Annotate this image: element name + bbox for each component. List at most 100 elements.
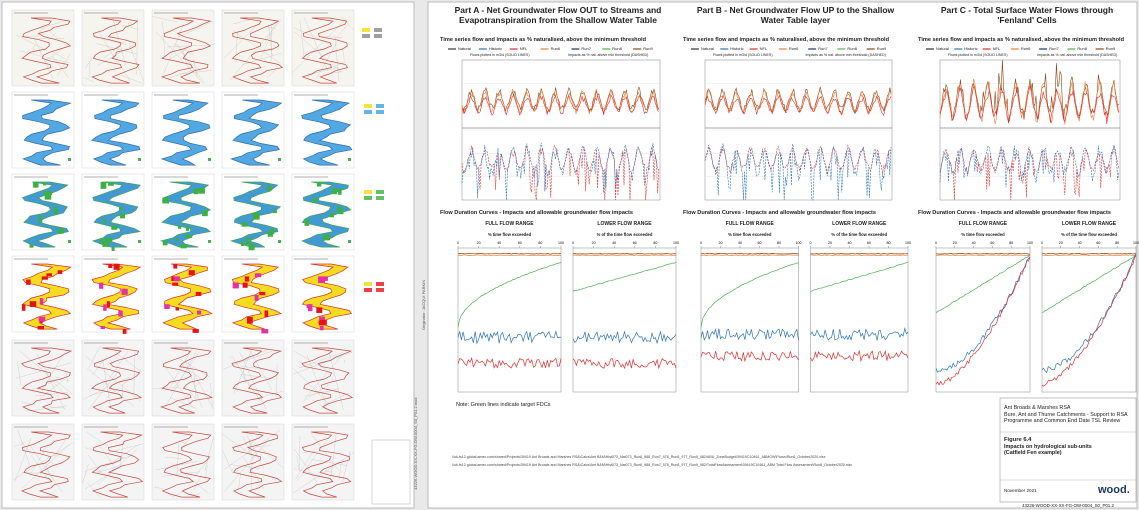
fdc-tick-label: 60	[867, 241, 871, 245]
map-legend-key	[374, 28, 382, 32]
map-legend-key	[362, 28, 370, 32]
fdc-tick-label: 80	[1009, 241, 1013, 245]
fdc-heading: Flow Duration Curves - Impacts and allow…	[440, 210, 633, 216]
note: Note: Green lines indicate target FDCs	[456, 402, 550, 408]
map-patch	[123, 329, 127, 334]
fdc-tick-label: 20	[953, 241, 957, 245]
part-subtitle: Time series flow and impacts as % natura…	[440, 37, 646, 43]
legend-label: Natural	[701, 47, 714, 52]
map-legend-key	[364, 110, 372, 114]
legend-label: Run7	[581, 47, 591, 52]
fdc-tick-label: 80	[777, 241, 781, 245]
fdc-panel-title: FULL FLOW RANGE	[701, 222, 799, 228]
map-patch	[332, 188, 337, 194]
legend-label: Natural	[458, 47, 471, 52]
map-patch	[247, 317, 253, 324]
legend-note: Impacts as % nat. above min threshold (D…	[806, 53, 886, 57]
fdc-panel-title: LOWER FLOW RANGE	[573, 222, 676, 228]
map-patch	[114, 264, 120, 270]
legend-label: Run8	[612, 47, 622, 52]
map-legend-key	[376, 288, 384, 292]
legend-label: Historic	[730, 47, 743, 52]
fdc-panel-title: FULL FLOW RANGE	[936, 222, 1030, 228]
map-patch	[241, 241, 244, 246]
map-marker	[68, 240, 71, 243]
fdc-tick-label: 40	[738, 241, 742, 245]
map-patch	[330, 213, 334, 217]
map-patch	[255, 273, 261, 277]
fdc-axis-title: % of the time flow exceeded	[1042, 233, 1136, 238]
map-patch	[202, 210, 208, 216]
map-thumbnail	[12, 424, 74, 500]
map-patch	[103, 304, 106, 311]
map-legend-key	[376, 282, 384, 286]
map-patch	[245, 276, 249, 281]
map-thumbnail	[222, 340, 284, 416]
legend-label: Run6	[1021, 47, 1031, 52]
legend-note: Impacts as % nat. above min threshold (D…	[568, 53, 648, 57]
fdc-tick-label: 100	[558, 241, 564, 245]
legend-label: Run8	[847, 47, 857, 52]
side-text: Originator: JACQUI PARKIN	[422, 280, 427, 330]
map-legend-key	[364, 288, 372, 292]
map-patch	[112, 247, 115, 251]
map-patch	[58, 229, 64, 234]
map-patch	[46, 273, 52, 276]
legend-label: Run7	[818, 47, 828, 52]
map-patch	[100, 238, 103, 244]
map-patch	[107, 301, 110, 307]
map-patch	[172, 283, 178, 286]
map-patch	[178, 225, 181, 228]
map-patch	[122, 289, 128, 295]
legend-note: Flows plotted in m3/d (SOLID LINES)	[470, 53, 530, 57]
legend-label: NFL	[760, 47, 768, 52]
legend-label: Run9	[877, 47, 887, 52]
map-patch	[313, 198, 317, 203]
fdc-axis-title: % of the time flow exceeded	[811, 233, 909, 238]
map-patch	[316, 307, 322, 313]
map-patch	[186, 225, 189, 230]
fdc-tick-label: 40	[1078, 241, 1082, 245]
map-patch	[197, 311, 201, 315]
fdc-axis-title: % time flow exceeded	[458, 233, 561, 238]
fdc-axis-title: % time flow exceeded	[701, 233, 799, 238]
fdc-tick-label: 80	[538, 241, 542, 245]
map-patch	[265, 311, 269, 318]
side-text: 43226-WOOD-XX-XX-FG-OW-0004_S0_P01.2.mxd	[414, 398, 419, 490]
map-patch	[324, 235, 331, 239]
part-title: Part B - Net Groundwater Flow UP to the …	[693, 6, 898, 26]
map-patch	[53, 207, 57, 210]
map-patch	[120, 213, 125, 218]
fdc-heading: Flow Duration Curves - Impacts and allow…	[683, 210, 876, 216]
fdc-heading: Flow Duration Curves - Impacts and allow…	[918, 210, 1111, 216]
fdc-tick-label: 0	[572, 241, 574, 245]
map-legend-key	[376, 104, 384, 108]
fdc-tick-label: 0	[457, 241, 459, 245]
map-patch	[181, 244, 187, 248]
map-patch	[108, 264, 112, 268]
map-patch	[194, 188, 199, 194]
legend-label: Historic	[489, 47, 502, 52]
map-patch	[337, 207, 342, 212]
map-patch	[101, 326, 105, 329]
date: November 2021	[1004, 488, 1037, 493]
map-marker	[278, 158, 281, 161]
fdc-axis-title: % of the time flow exceeded	[573, 233, 676, 238]
project-description: Bure, Ant and Thurne Catchments - Suppor…	[1004, 412, 1132, 424]
map-marker	[208, 240, 211, 243]
fdc-tick-label: 60	[758, 241, 762, 245]
legend-label: Run9	[1106, 47, 1116, 52]
file-path: \\uk-fs12.global.amec.com\shared\Project…	[452, 455, 825, 459]
fdc-tick-label: 40	[972, 241, 976, 245]
part-subtitle: Time series flow and impacts as % natura…	[918, 37, 1124, 43]
map-patch	[174, 276, 180, 281]
map-patch	[249, 244, 255, 250]
map-patch	[108, 182, 114, 186]
map-patch	[162, 198, 169, 204]
figure-title: Impacts on hydrological sub-units (Catfi…	[1004, 444, 1094, 456]
map-patch	[26, 280, 30, 285]
map-legend-key	[374, 34, 382, 38]
part-subtitle: Time series flow and impacts as % natura…	[683, 37, 889, 43]
map-patch	[320, 320, 327, 325]
map-patch	[45, 191, 52, 195]
